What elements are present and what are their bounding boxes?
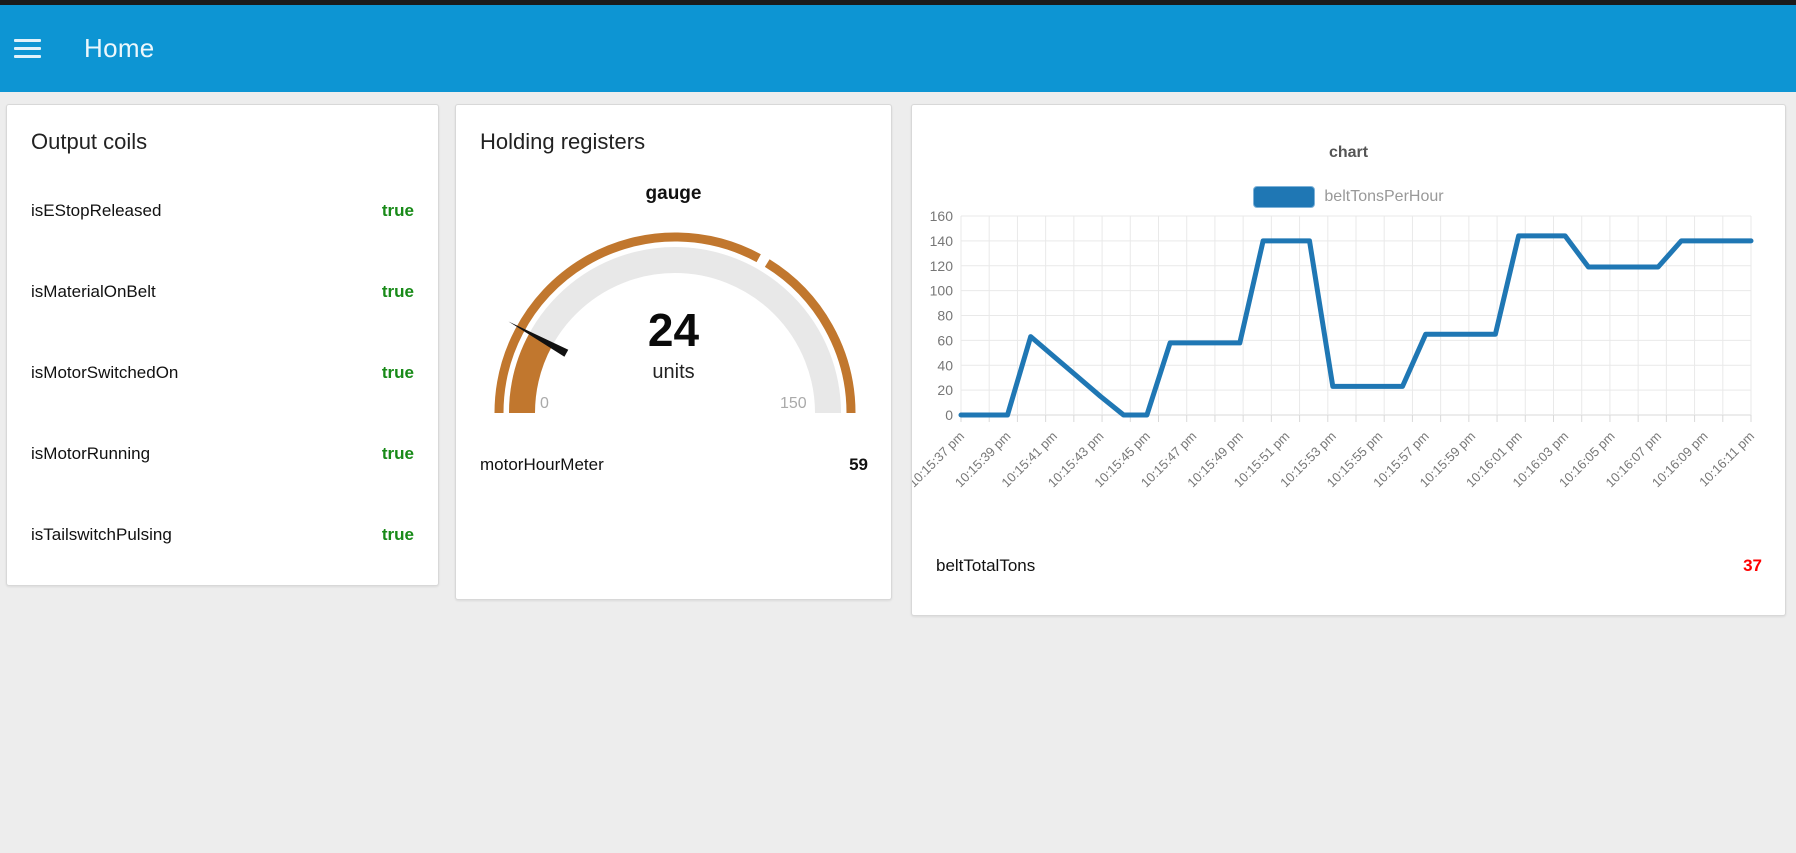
total-value: 37 (1743, 556, 1762, 575)
y-axis-tick-label: 80 (937, 308, 953, 324)
y-axis-tick-label: 40 (937, 357, 953, 373)
gauge-needle (508, 321, 569, 357)
coil-value: true (381, 443, 414, 463)
meter-label: motorHourMeter (480, 455, 604, 474)
coil-label: isEStopReleased (31, 200, 162, 220)
coil-label: isMaterialOnBelt (31, 281, 156, 301)
y-axis-tick-label: 20 (937, 382, 953, 398)
legend-swatch (1253, 186, 1316, 208)
coil-value: true (381, 200, 414, 220)
card-output-coils: Output coils isEStopReleased true isMateri… (6, 104, 439, 586)
coil-row: isMotorSwitchedOn true (7, 332, 438, 413)
y-axis-tick-label: 0 (945, 407, 953, 423)
coil-label: isTailswitchPulsing (31, 524, 172, 544)
gauge-title: gauge (645, 183, 702, 204)
gauge-max-label: 150 (780, 395, 807, 412)
y-axis-tick-label: 120 (930, 258, 954, 274)
coil-value: true (381, 524, 414, 544)
card-chart: chart beltTonsPerHour 0 20 40 60 80 100 120 140… (911, 104, 1786, 616)
total-label: beltTotalTons (936, 556, 1036, 575)
gauge-value-arc (509, 333, 553, 414)
card-title: Holding registers (480, 129, 646, 154)
y-axis-tick-label: 140 (930, 233, 954, 249)
y-axis-tick-label: 100 (930, 283, 954, 299)
coil-value: true (381, 362, 414, 382)
y-axis-tick-label: 60 (937, 332, 953, 348)
coil-label: isMotorRunning (31, 443, 151, 463)
coil-row: isTailswitchPulsing true (7, 494, 438, 575)
menu-button[interactable] (14, 29, 54, 69)
coil-row: isEStopReleased true (7, 170, 438, 251)
gauge-value: 24 (647, 304, 700, 356)
coil-list: isEStopReleased true isMaterialOnBelt true i… (7, 170, 438, 575)
gauge-min-label: 0 (540, 395, 549, 412)
gauge-outer-arc (764, 259, 856, 414)
chart-title: chart (1328, 144, 1369, 161)
top-strip (0, 0, 1796, 5)
coil-value: true (381, 281, 414, 301)
gauge-outer-arc (494, 232, 761, 414)
gauge-widget (494, 232, 856, 414)
legend-label: beltTonsPerHour (1324, 188, 1444, 205)
coil-row: isMotorRunning true (7, 413, 438, 494)
y-axis-tick-label: 160 (930, 208, 954, 224)
coil-label: isMotorSwitchedOn (31, 362, 179, 382)
meter-row: motorHourMeter 59 (480, 450, 868, 480)
coil-row: isMaterialOnBelt true (7, 251, 438, 332)
header: Home (0, 5, 1796, 92)
chart-line-beltTonsPerHour (958, 233, 1754, 418)
card-holding-registers: Holding registers gauge 24 units 0 150 m… (455, 104, 892, 600)
card-title: Output coils (31, 129, 148, 154)
hamburger-icon (14, 39, 41, 42)
page-title: Home (84, 33, 155, 63)
gauge-units: units (652, 361, 695, 383)
meter-value: 59 (849, 455, 868, 474)
chart-legend: beltTonsPerHour (912, 185, 1785, 209)
total-row: beltTotalTons 37 (936, 551, 1762, 581)
